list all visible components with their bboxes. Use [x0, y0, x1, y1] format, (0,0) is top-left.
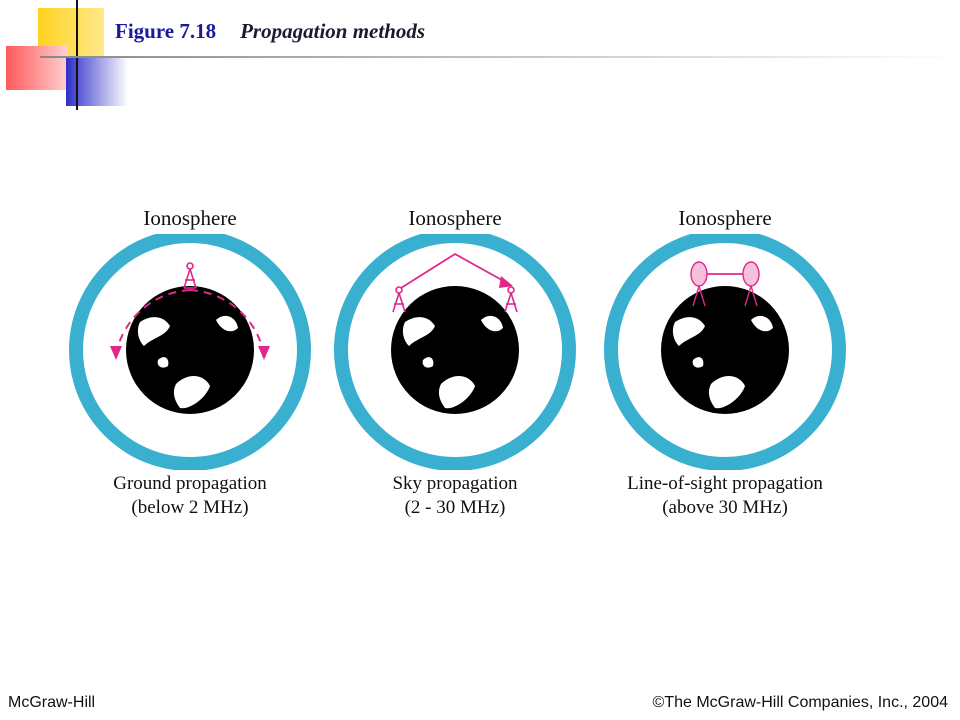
figure-title: Propagation methods	[240, 18, 426, 43]
line-of-sight-diagram	[604, 234, 846, 470]
caption-title: Ground propagation	[113, 473, 267, 494]
arrowhead-right	[258, 346, 270, 360]
arrowhead-left	[110, 346, 122, 360]
ionosphere-label: Ionosphere	[678, 206, 772, 230]
antenna-tower-icon	[183, 262, 197, 289]
deco-blue-block	[66, 58, 128, 106]
ionosphere-ring	[69, 234, 311, 470]
panel-ground-propagation: Ionosphere Ground propagation (below 2 M…	[40, 200, 340, 530]
deco-vertical-line	[76, 0, 78, 110]
caption-title: Line-of-sight propagation	[627, 473, 823, 494]
ionosphere-label: Ionosphere	[408, 206, 502, 230]
caption: Sky propagation (2 - 30 MHz)	[305, 472, 605, 520]
figure-number: Figure 7.18	[115, 18, 217, 43]
sky-wave-arrowhead	[499, 276, 513, 288]
earth-icon	[126, 286, 254, 414]
slide-title: Figure 7.18 Propagation methods	[115, 16, 425, 46]
earth-icon	[391, 286, 519, 414]
caption-title: Sky propagation	[392, 473, 518, 494]
sky-propagation-diagram	[334, 234, 576, 470]
slide-corner-decoration	[6, 0, 960, 110]
footer-publisher: McGraw-Hill	[8, 694, 96, 711]
ionosphere-label: Ionosphere	[143, 206, 237, 230]
deco-red-block	[6, 46, 68, 90]
antenna-left-icon	[392, 286, 406, 313]
caption-frequency: (2 - 30 MHz)	[404, 497, 506, 518]
ionosphere-ring	[334, 234, 576, 470]
caption: Line-of-sight propagation (above 30 MHz)	[575, 472, 875, 520]
caption-frequency: (above 30 MHz)	[662, 497, 788, 518]
panel-sky-propagation: Ionosphere Sky propagation (2 - 30 MHz)	[305, 200, 605, 530]
footer-copyright: ©The McGraw-Hill Companies, Inc., 2004	[652, 694, 948, 711]
dish-antenna-right-icon	[742, 261, 760, 307]
earth-icon	[661, 286, 789, 414]
caption-frequency: (below 2 MHz)	[131, 497, 249, 518]
ionosphere-ring	[604, 234, 846, 470]
antenna-right-icon	[504, 286, 518, 313]
panel-line-of-sight-propagation: Ionosphere Line-of-sight propagation (ab…	[575, 200, 875, 530]
ground-propagation-diagram	[69, 234, 311, 470]
sky-wave-path	[400, 252, 510, 289]
caption: Ground propagation (below 2 MHz)	[40, 472, 340, 520]
deco-horizontal-line	[40, 56, 960, 58]
